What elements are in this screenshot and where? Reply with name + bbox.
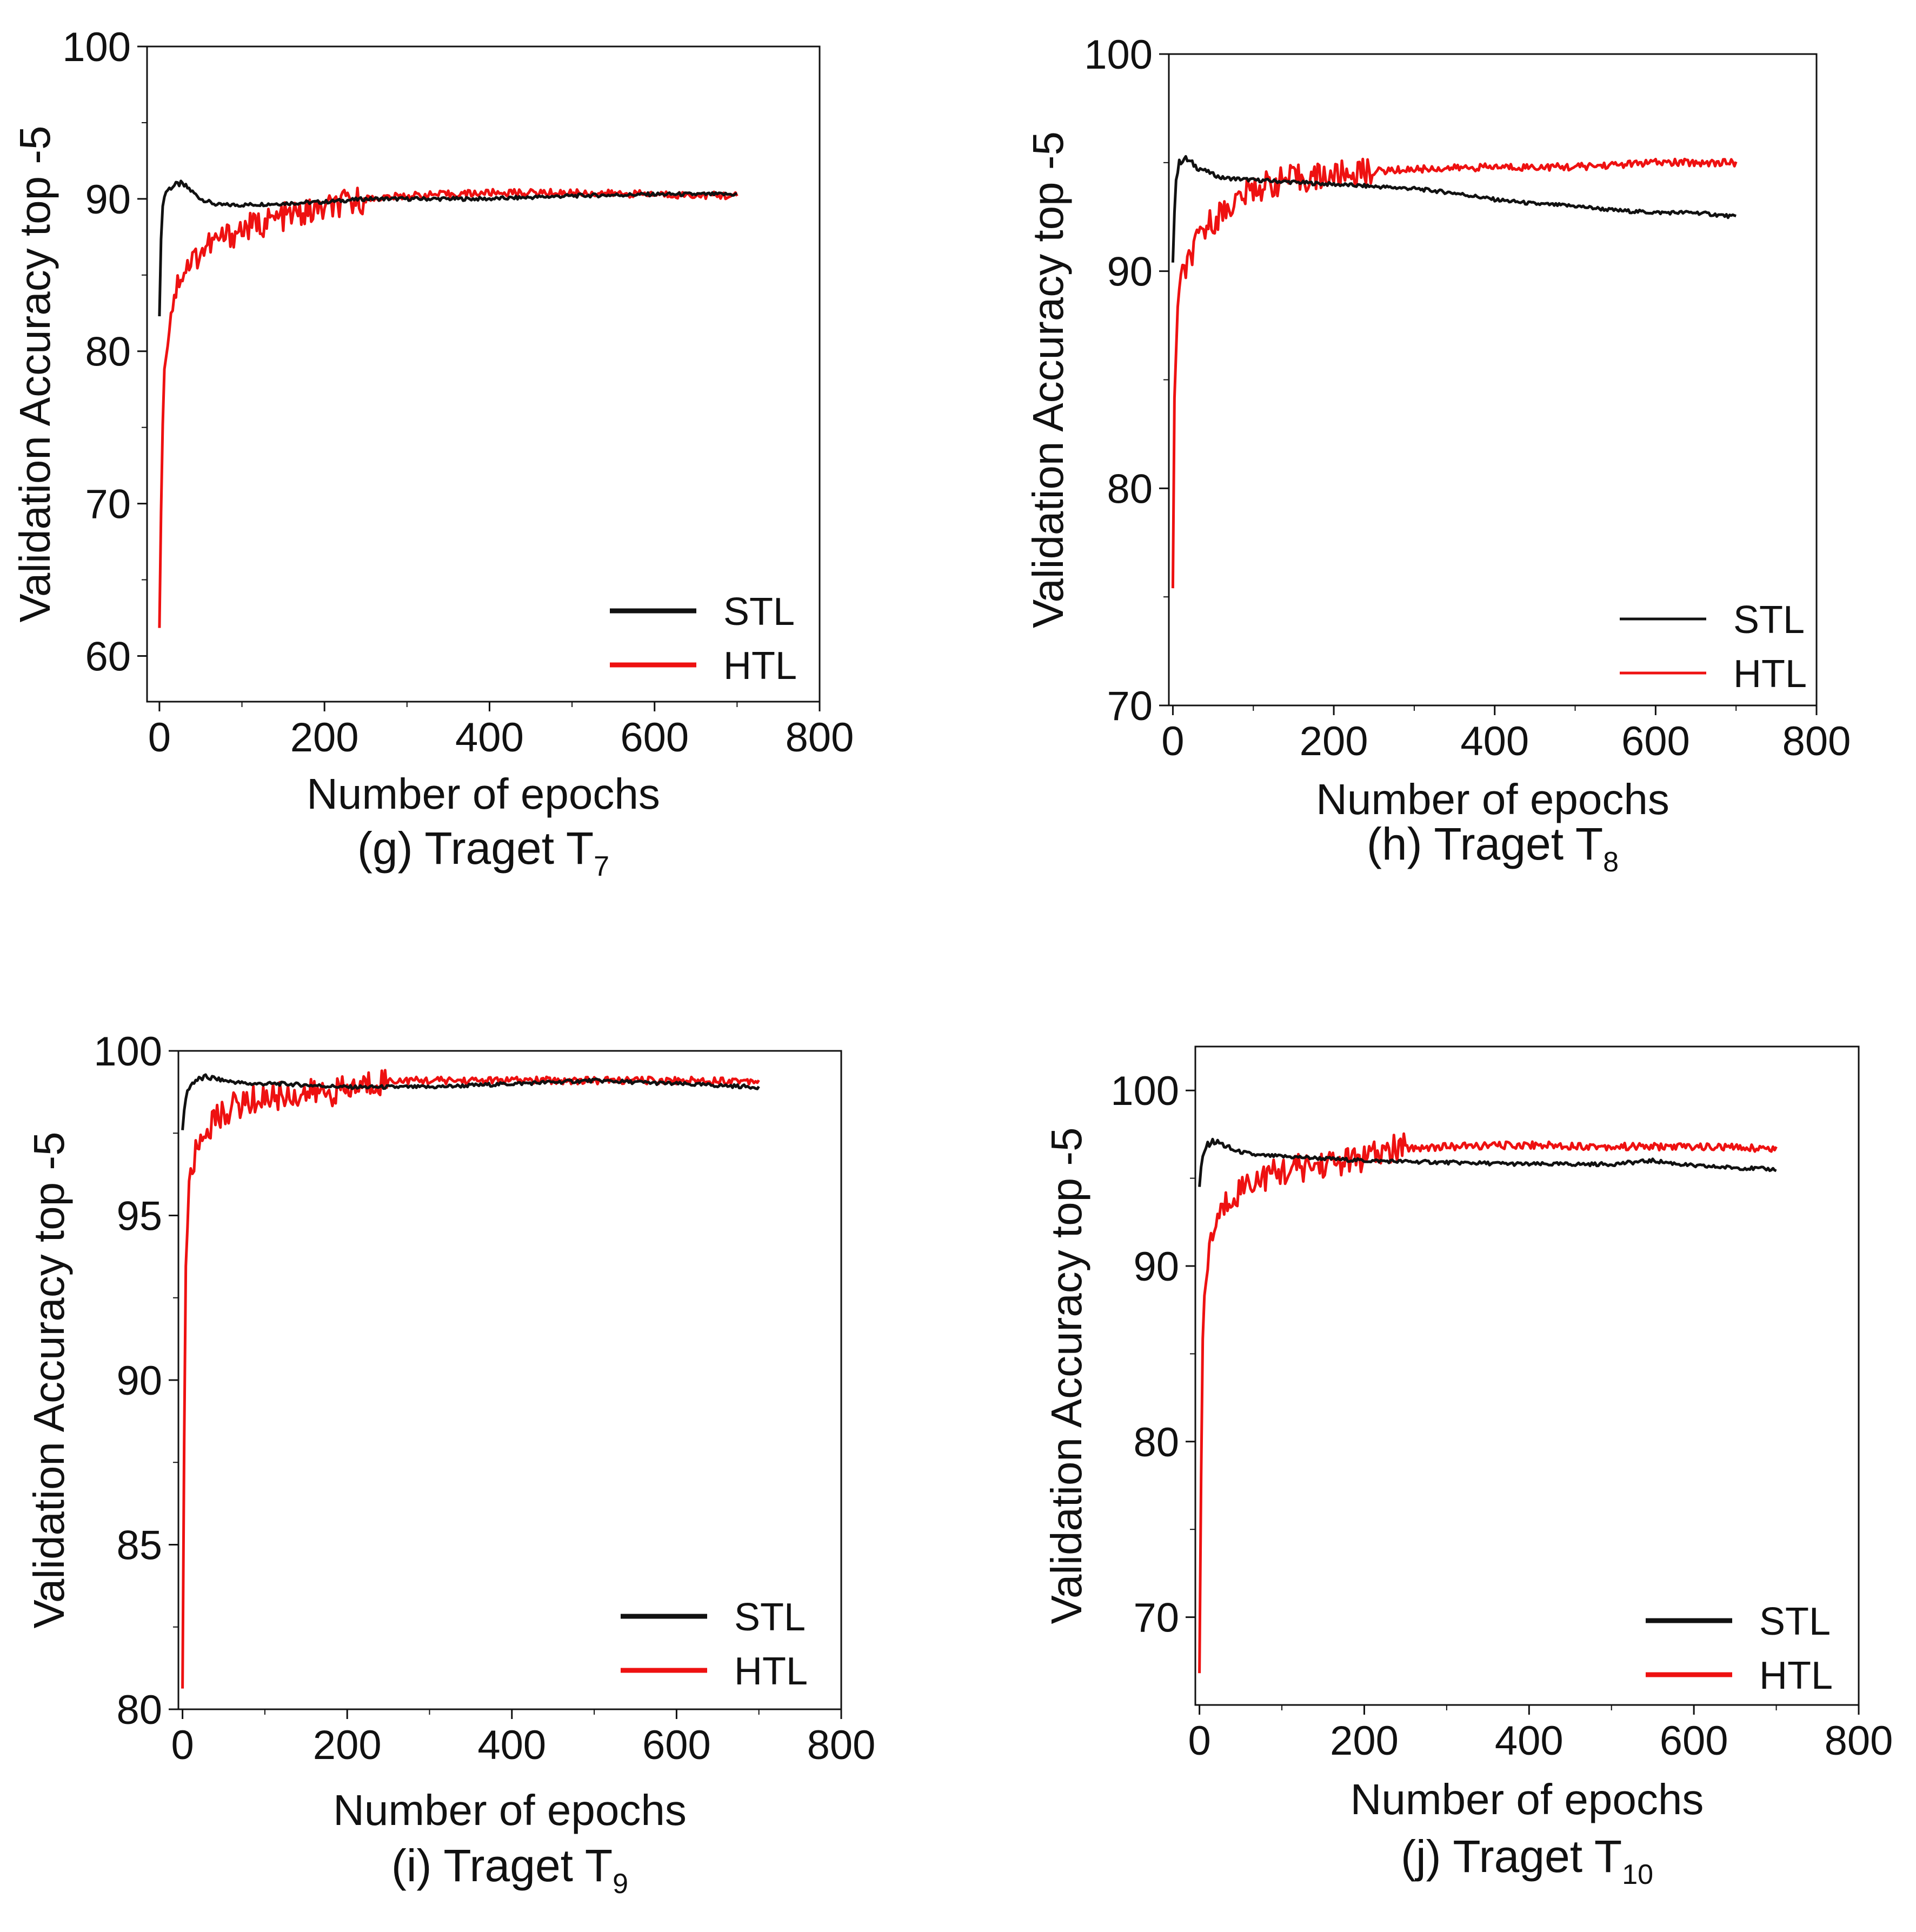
y-tick-label: 100 [1084, 32, 1153, 78]
plot-frame [1168, 53, 1818, 707]
chart-panel-j: 0 200 400 600 800 70 80 90 100 Number of epochs Va… [1042, 1045, 1893, 1890]
chart-panel-g: 0 200 400 600 800 60 70 80 90 100 Number of epochs… [11, 24, 854, 882]
x-tick-label: 400 [477, 1722, 546, 1768]
y-tick-label: 70 [1107, 683, 1153, 729]
caption-text: (g) Traget T [357, 823, 594, 874]
y-tick-label: 90 [1107, 249, 1153, 295]
y-tick-label: 100 [1110, 1068, 1179, 1114]
y-axis-title: Validation Accuracy top -5 [1024, 131, 1072, 628]
series-line-stl [1171, 155, 1737, 263]
series-line-htl [1171, 157, 1738, 589]
chart-panel-i: 0 200 400 600 800 80 85 90 95 100 Number of epochs… [25, 1029, 875, 1900]
y-axis-title: Validation Accuracy top -5 [1042, 1127, 1090, 1624]
caption-subscript: 8 [1603, 847, 1619, 878]
y-tick-label: 80 [85, 329, 131, 375]
legend-label-stl: STL [1733, 598, 1805, 642]
x-tick-label: 0 [148, 715, 171, 761]
plot-frame [177, 1050, 842, 1710]
x-tick-label: 0 [1161, 718, 1184, 764]
x-tick-label: 400 [1460, 718, 1529, 764]
legend-label-stl: STL [723, 590, 795, 634]
x-tick-label: 600 [1621, 718, 1690, 764]
y-tick-label: 70 [1133, 1595, 1179, 1641]
x-axis-title: Number of epochs [307, 770, 660, 818]
legend-label-stl: STL [734, 1596, 806, 1639]
x-tick-label: 600 [642, 1722, 711, 1768]
x-tick-label: 200 [313, 1722, 382, 1768]
x-tick-label: 400 [455, 715, 524, 761]
legend-label-htl: HTL [723, 644, 797, 688]
y-tick-label: 100 [62, 24, 131, 70]
x-tick-label: 0 [171, 1722, 194, 1768]
panel-caption: (h) Traget T8 [1367, 818, 1619, 878]
panel-caption: (i) Traget T9 [391, 1840, 628, 1900]
y-tick-label: 90 [1133, 1244, 1179, 1290]
x-tick-label: 200 [1300, 718, 1368, 764]
series-line-stl [1198, 1137, 1777, 1187]
x-tick-label: 800 [1825, 1718, 1893, 1764]
series-line-stl [158, 179, 737, 317]
caption-text: (j) Traget T [1401, 1831, 1622, 1882]
legend-label-stl: STL [1759, 1600, 1831, 1643]
x-axis-title: Number of epochs [1316, 775, 1669, 823]
y-tick-label: 80 [116, 1687, 162, 1733]
y-axis-title: Validation Accuracy top -5 [25, 1131, 73, 1628]
y-tick-label: 90 [85, 177, 131, 223]
x-tick-label: 800 [786, 715, 854, 761]
y-tick-label: 80 [1107, 466, 1153, 512]
x-axis-title: Number of epochs [1350, 1775, 1704, 1823]
x-tick-label: 200 [290, 715, 359, 761]
y-tick-label: 80 [1133, 1420, 1179, 1465]
x-tick-label: 800 [1782, 718, 1851, 764]
y-axis-title: Validation Accuracy top -5 [11, 125, 59, 622]
legend-label-htl: HTL [1759, 1654, 1833, 1697]
legend-label-htl: HTL [734, 1650, 808, 1693]
y-tick-label: 95 [116, 1194, 162, 1240]
legend-label-htl: HTL [1733, 652, 1807, 696]
series-line-stl [181, 1073, 760, 1130]
x-tick-label: 600 [1660, 1718, 1728, 1764]
x-tick-label: 400 [1495, 1718, 1564, 1764]
x-tick-label: 0 [1188, 1718, 1210, 1764]
caption-subscript: 10 [1622, 1859, 1653, 1890]
x-tick-label: 800 [807, 1722, 876, 1768]
chart-panel-h: 0 200 400 600 800 70 80 90 100 Number of epochs Va… [1024, 32, 1851, 878]
y-tick-label: 85 [116, 1523, 162, 1569]
caption-text: (h) Traget T [1367, 818, 1603, 869]
caption-text: (i) Traget T [391, 1840, 613, 1891]
y-tick-label: 90 [116, 1358, 162, 1404]
y-tick-label: 60 [85, 634, 131, 679]
x-axis-title: Number of epochs [333, 1786, 687, 1834]
plot-frame [146, 45, 821, 703]
x-tick-label: 600 [620, 715, 689, 761]
y-tick-label: 100 [94, 1029, 162, 1075]
panel-caption: (g) Traget T7 [357, 823, 609, 882]
y-tick-label: 70 [85, 482, 131, 528]
panel-caption: (j) Traget T10 [1401, 1831, 1653, 1890]
caption-subscript: 7 [594, 851, 609, 882]
caption-subscript: 9 [613, 1868, 628, 1900]
series-line-htl [1198, 1132, 1778, 1674]
x-tick-label: 200 [1330, 1718, 1399, 1764]
